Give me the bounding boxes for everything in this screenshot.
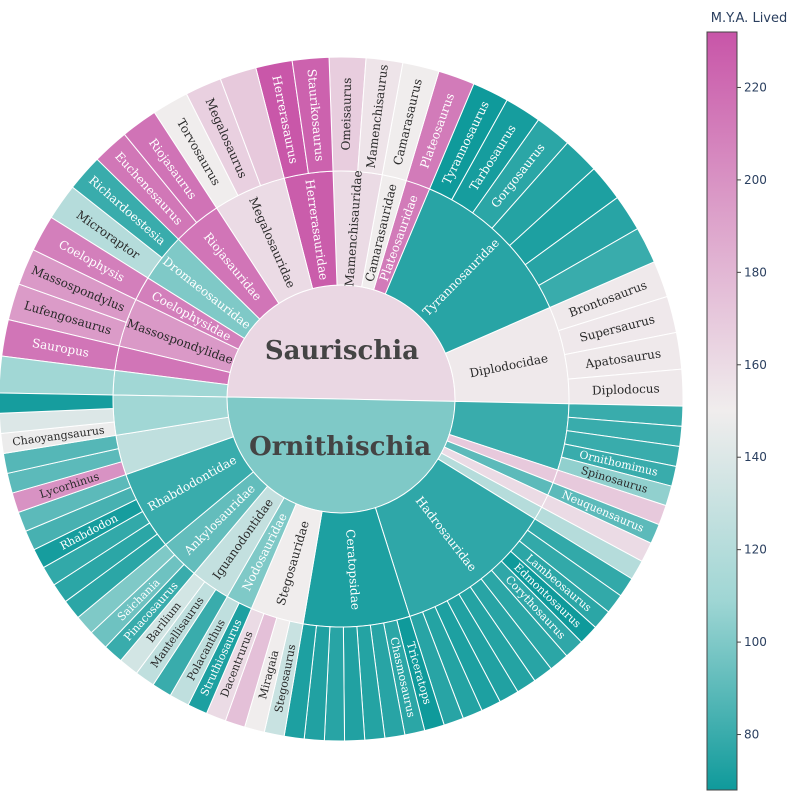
- family-label: Ceratopsidae: [343, 529, 363, 611]
- colorbar-tick-label: 140: [744, 450, 767, 464]
- genus-segment[interactable]: [32, 216, 149, 301]
- genus-segment[interactable]: [357, 57, 404, 176]
- colorbar: M.Y.A. Lived 80 100 120 140 160 180 200 220: [706, 11, 788, 791]
- genus-segment[interactable]: [381, 62, 440, 182]
- genus-segment[interactable]: [71, 158, 180, 259]
- genus-segment[interactable]: [219, 67, 285, 187]
- genus-label: Omeisaurus: [339, 78, 354, 151]
- colorbar-tick-label: 80: [744, 728, 759, 742]
- genus-segment[interactable]: [18, 249, 137, 324]
- genus-segment[interactable]: [0, 355, 116, 396]
- colorbar-tick-label: 200: [744, 173, 767, 187]
- colorbar-gradient: [706, 31, 738, 791]
- root-label: Saurischia: [265, 336, 419, 366]
- colorbar-tick-label: 220: [744, 80, 767, 94]
- colorbar-title: M.Y.A. Lived: [711, 11, 788, 26]
- genus-segment[interactable]: [538, 227, 655, 309]
- genus-segment[interactable]: [1, 318, 120, 371]
- genus-segment[interactable]: [405, 70, 475, 190]
- colorbar-ticks: 80 100 120 140 160 180 200 220: [737, 80, 767, 742]
- genus-segment[interactable]: [291, 56, 334, 174]
- sunburst-rings: [0, 56, 684, 742]
- genus-segment[interactable]: [0, 392, 114, 414]
- root-label: Ornithischia: [249, 432, 431, 462]
- colorbar-tick-label: 160: [744, 358, 767, 372]
- colorbar-tick-label: 180: [744, 265, 767, 279]
- genus-segment[interactable]: [123, 111, 218, 224]
- genus-label: Diplodocus: [592, 381, 660, 397]
- colorbar-tick-label: 120: [744, 543, 767, 557]
- colorbar-tick-label: 100: [744, 635, 767, 649]
